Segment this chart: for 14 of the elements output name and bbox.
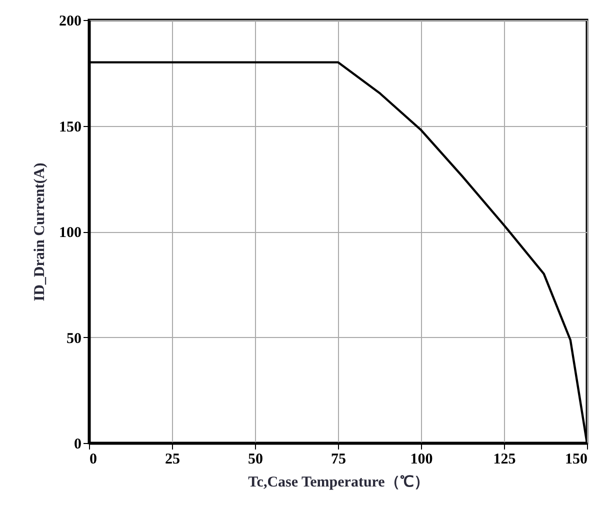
y-tick-label: 50 (66, 330, 82, 347)
y-tick-label: 200 (59, 14, 82, 30)
y-axis-title: ID_Drain Current(A) (32, 162, 48, 302)
x-axis-title: Tc,Case Temperature（℃） (248, 474, 429, 490)
x-tick-label: 0 (90, 452, 97, 468)
x-tick-label: 125 (493, 452, 516, 468)
x-tick-label: 50 (248, 452, 263, 468)
y-tick-label: 0 (74, 436, 82, 452)
x-tick-label: 150 (565, 452, 588, 468)
x-tick-label: 25 (165, 452, 180, 468)
x-tick-label: 100 (410, 452, 433, 468)
y-tick-label: 100 (59, 225, 82, 241)
y-tick-label: 150 (59, 119, 82, 136)
x-tick-label: 75 (331, 452, 346, 468)
